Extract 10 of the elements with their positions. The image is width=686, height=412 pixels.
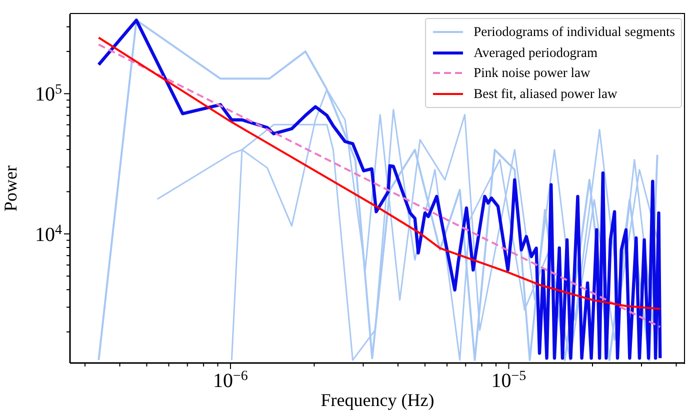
x-tick-label: 10$^{−6}$ <box>213 368 248 392</box>
legend-label: Pink noise power law <box>474 65 590 82</box>
legend-label: Averaged periodogram <box>474 44 598 61</box>
y-tick-label: 10$^{5}$ <box>35 82 62 106</box>
y-tick-label: 10$^{4}$ <box>35 222 62 246</box>
x-axis-title: Frequency (Hz) <box>320 390 434 410</box>
legend-label: Best fit, aliased power law <box>474 86 618 102</box>
legend-label: Periodograms of individual segments <box>474 24 675 40</box>
x-tick-label: 10$^{−5}$ <box>491 368 526 392</box>
y-axis-title: Power <box>0 166 20 212</box>
